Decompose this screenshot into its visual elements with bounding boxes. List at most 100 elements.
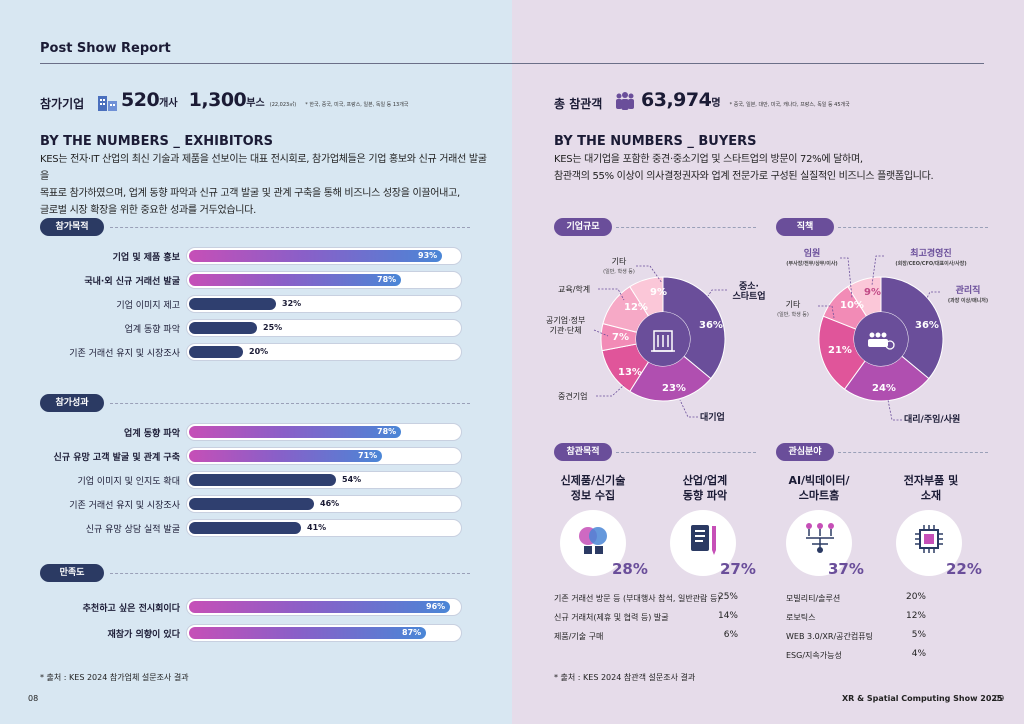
label-etc: 기타 (일반, 학생 등) (603, 257, 635, 275)
exhibitor-stat: 참가기업 (40, 93, 84, 112)
table-row-value: 12% (905, 611, 926, 621)
pct-etc: 9% (650, 287, 667, 298)
bar-track: 46% (186, 495, 462, 513)
label-mid: 중견기업 (558, 392, 588, 401)
booths-count: 1,300 (188, 89, 247, 111)
interest-1-title: AI/빅데이터/스마트홈 (788, 474, 850, 502)
purpose-pill: 참관목적 (554, 443, 612, 461)
pct-staff: 24% (872, 383, 896, 394)
group-pill: 참가목적 (40, 218, 104, 236)
bar-label: 신규 유망 상담 실적 발굴 (85, 525, 180, 535)
bar-fill (189, 346, 243, 358)
bar-label: 기업 이미지 및 인지도 확대 (77, 477, 180, 487)
pct-large: 23% (662, 383, 686, 394)
report-title: Post Show Report (40, 41, 171, 56)
bar-fill (189, 450, 382, 462)
bar-track: 78% (186, 423, 462, 441)
label-edu: 교육/학계 (558, 285, 591, 294)
companies-count: 520 (121, 89, 160, 111)
pct-exec: 10% (840, 300, 864, 311)
table-row-label: 제품/기술 구매 (554, 632, 604, 641)
bar-track: 93% (186, 247, 462, 265)
group-pill: 만족도 (40, 564, 104, 582)
exhibitors-body: KES는 전자·IT 산업의 최신 기술과 제품을 선보이는 대표 전시회로, … (40, 151, 490, 219)
purpose-2-title: 산업/업계 동향 파악 (682, 474, 728, 502)
table-row-label: 모빌리티/솔루션 (786, 594, 841, 603)
bar-value: 87% (402, 628, 422, 637)
group-pill: 참가성과 (40, 394, 104, 412)
purpose-1-title: 신제품/신기술 정보 수집 (560, 474, 626, 502)
right-source: * 출처 : KES 2024 참관객 설문조사 결과 (554, 673, 696, 682)
bar-value: 20% (249, 347, 269, 356)
donut1-leader-lines (593, 265, 727, 418)
bar-value: 46% (320, 499, 340, 508)
table-row-label: 신규 거래처(제휴 및 협력 등) 발굴 (554, 613, 669, 622)
left-page: Post Show Report 참가기업 520개사 1,300부스 (22,… (0, 0, 512, 724)
company-size-pill: 기업규모 (554, 218, 612, 236)
table-row-value: 25% (717, 592, 738, 602)
purpose-1-pct: 28% (612, 560, 648, 578)
buyers-body-line-1: KES는 대기업을 포함한 중견·중소기업 및 스타트업의 방문이 72%에 달… (554, 154, 863, 165)
bar-track: 25% (186, 319, 462, 337)
footer-title: XR & Spatial Computing Show 2025 (842, 694, 1003, 703)
visitors-unit: 명 (711, 98, 721, 109)
bar-fill (189, 498, 314, 510)
company-size-donut (600, 276, 726, 402)
network-icon (806, 523, 834, 553)
bar-value: 96% (426, 602, 446, 611)
bar-value: 71% (358, 451, 378, 460)
bar-fill (189, 426, 401, 438)
interest-1-pct: 37% (828, 560, 864, 578)
bar-track: 20% (186, 343, 462, 361)
pct-ceo: 9% (864, 287, 881, 298)
bar-value: 78% (377, 275, 397, 284)
bar-track: 41% (186, 519, 462, 537)
bar-label: 신규 유망 고객 발굴 및 관계 구축 (53, 453, 180, 463)
divider (110, 227, 470, 228)
header-rule (40, 63, 984, 64)
bar-fill (189, 522, 301, 534)
pct-public: 7% (612, 332, 629, 343)
table-row-label: 기존 거래선 방문 등 (부대행사 참석, 일반관람 등) (554, 594, 721, 603)
bar-fill (189, 274, 401, 286)
body-line-1: KES는 전자·IT 산업의 최신 기술과 제품을 선보이는 대표 전시회로, … (40, 154, 487, 182)
body-line-2: 목표로 참가하였으며, 업계 동향 파악과 신규 고객 발굴 및 관계 구축을 … (40, 188, 460, 199)
table-row-label: ESG/지속가능성 (786, 651, 842, 660)
right-page-number: 09 (994, 694, 1005, 703)
buyers-body: KES는 대기업을 포함한 중견·중소기업 및 스타트업의 방문이 72%에 달… (554, 151, 994, 185)
companies-unit: 개사 (159, 98, 178, 109)
bar-label: 기존 거래선 유지 및 시장조사 (69, 501, 180, 511)
bar-fill (189, 474, 336, 486)
left-page-number: 08 (28, 694, 39, 703)
divider (838, 227, 988, 228)
bar-value: 41% (307, 523, 327, 532)
chip-icon (915, 525, 943, 553)
label-large: 대기업 (700, 413, 725, 423)
people-icon (616, 92, 634, 110)
bar-label: 업계 동향 파악 (124, 325, 180, 335)
divider (838, 452, 988, 453)
exhibitor-label: 참가기업 (40, 97, 85, 111)
bar-label: 업계 동향 파악 (124, 429, 180, 439)
label-exec: 임원 (부사장/전무/상무/이사) (786, 249, 838, 267)
notebook-icon (691, 525, 716, 555)
building-outline-icon (651, 330, 675, 352)
position-pill: 직책 (776, 218, 834, 236)
pct-etc2: 21% (828, 345, 852, 356)
divider (110, 573, 470, 574)
buyers-section-title: BY THE NUMBERS _ BUYERS (554, 134, 757, 149)
purpose-2-pct: 27% (720, 560, 756, 578)
table-row-label: WEB 3.0/XR/공간컴퓨팅 (786, 632, 873, 641)
bar-value: 32% (282, 299, 302, 308)
table-row-value: 6% (723, 630, 738, 640)
divider (110, 403, 470, 404)
bar-label: 재참가 의향이 있다 (107, 630, 180, 640)
bar-track: 32% (186, 295, 462, 313)
body-line-3: 글로벌 시장 확장을 위한 중요한 성과를 거두었습니다. (40, 205, 256, 216)
divider (616, 227, 756, 228)
bar-label: 국내·외 신규 거래선 발굴 (84, 277, 180, 287)
area-text: (22,023㎡) (269, 102, 297, 108)
interest-2-pct: 22% (946, 560, 982, 578)
pct-small-startup: 36% (699, 320, 723, 331)
countries-note: * 한국, 중국, 미국, 프랑스, 일본, 독일 등 13개국 (305, 102, 409, 108)
